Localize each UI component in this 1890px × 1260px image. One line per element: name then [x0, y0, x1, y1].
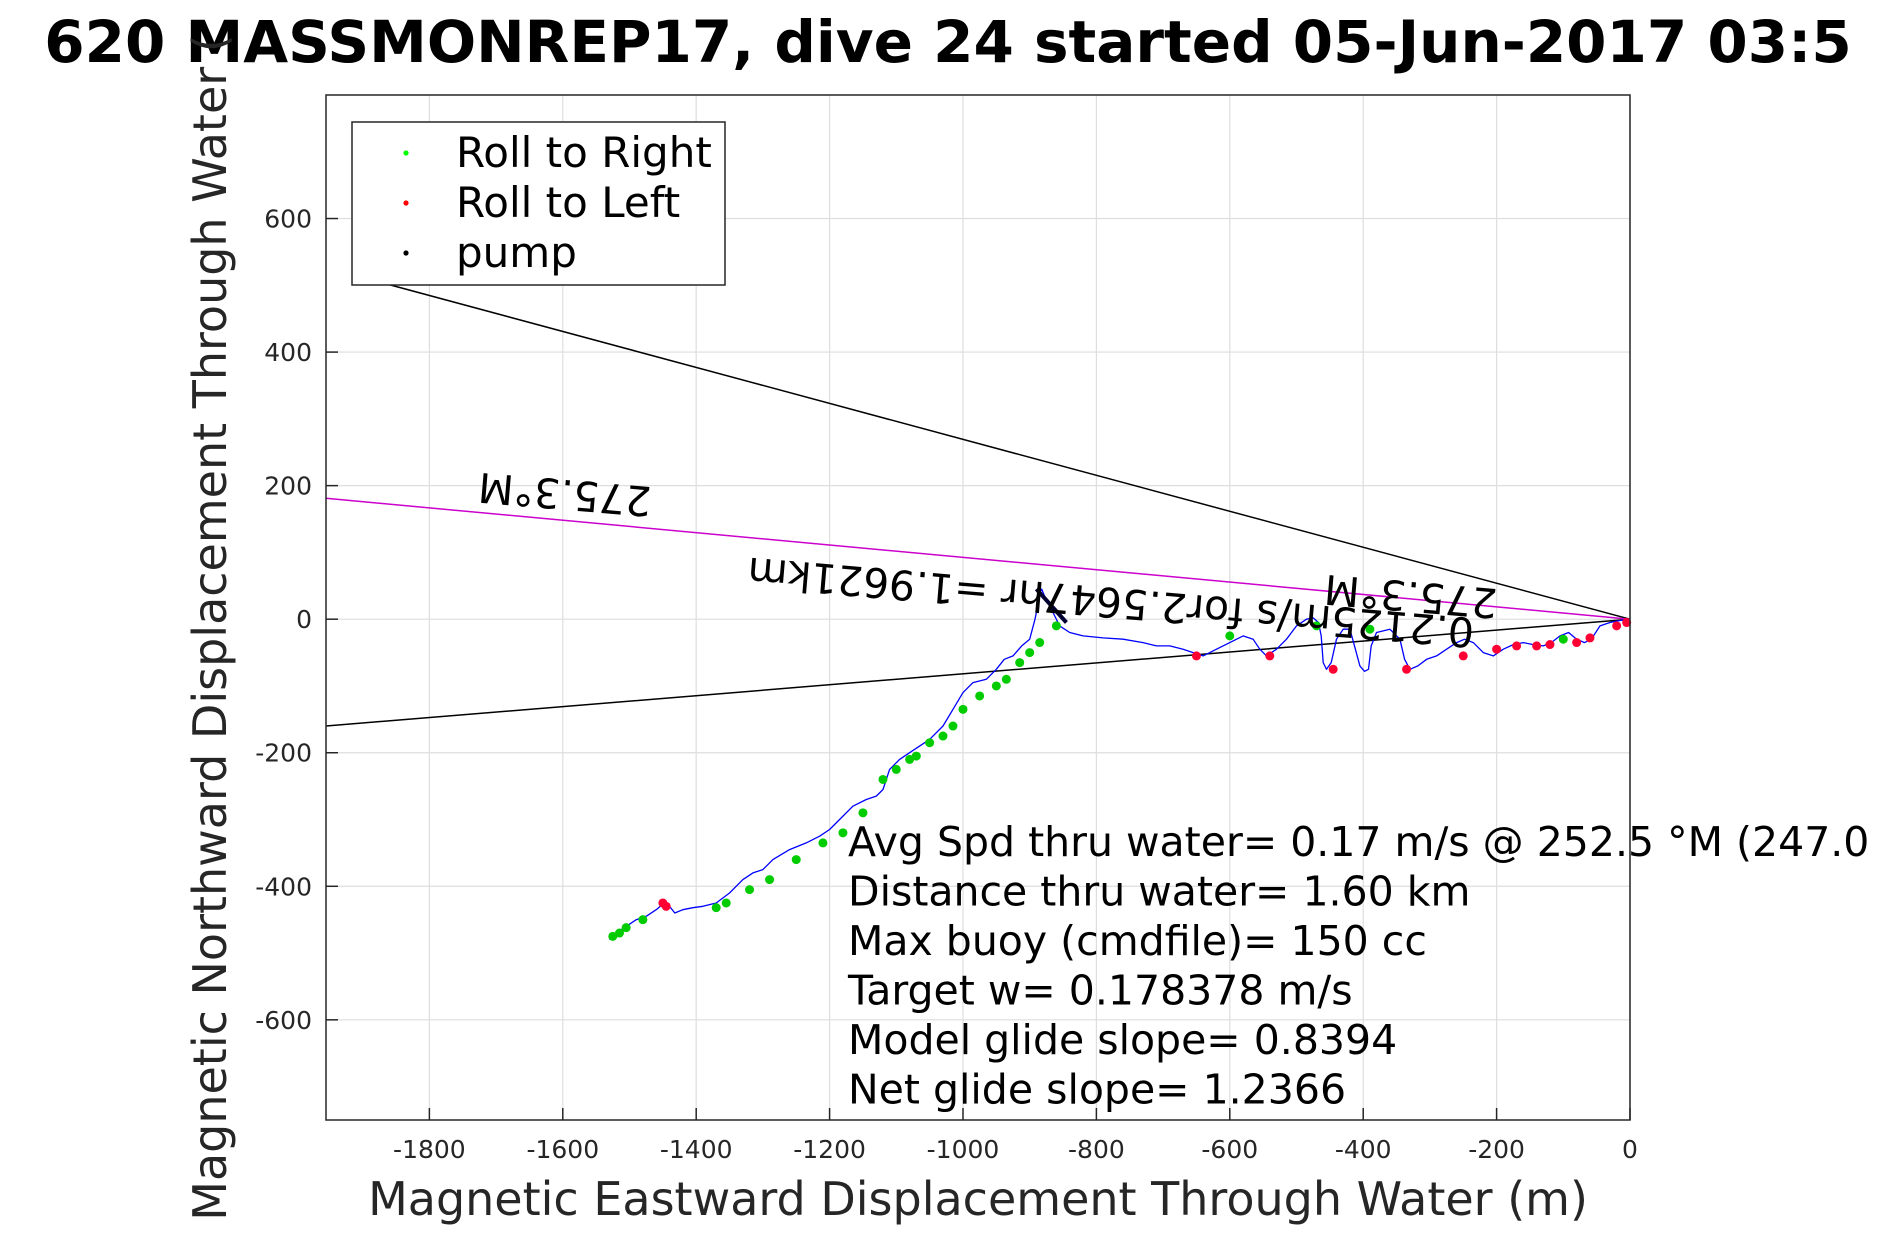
legend-marker: [403, 250, 409, 256]
roll-right-point: [858, 808, 868, 818]
glider-track: [609, 587, 1631, 941]
roll-left-point: [1328, 664, 1338, 674]
legend-marker: [403, 150, 409, 156]
roll-right-point: [721, 898, 731, 908]
roll-left-point: [1545, 640, 1555, 650]
y-tick-label: -400: [255, 872, 312, 901]
y-tick-label: 0: [296, 605, 312, 634]
roll-right-point: [1558, 634, 1568, 644]
roll-right-point: [975, 691, 985, 701]
y-tick-label: 600: [264, 205, 312, 234]
y-tick-label: 400: [264, 338, 312, 367]
cone-upper-line: [379, 281, 1631, 620]
roll-right-point: [958, 704, 968, 714]
roll-right-point: [911, 751, 921, 761]
roll-right-point: [1365, 624, 1375, 634]
roll-right-point: [1035, 638, 1045, 648]
track-line: [609, 588, 1631, 941]
y-tick-label: -200: [255, 739, 312, 768]
roll-left-point: [1512, 641, 1522, 651]
roll-right-point: [745, 885, 755, 895]
roll-left-point: [1612, 621, 1622, 631]
legend-label: pump: [456, 228, 577, 277]
roll-left-point: [1402, 664, 1412, 674]
x-axis-label: Magnetic Eastward Displacement Through W…: [368, 1172, 1588, 1226]
x-tick-label: -800: [1068, 1135, 1125, 1164]
x-tick-label: -1200: [793, 1135, 866, 1164]
roll-right-point: [948, 721, 958, 731]
x-tick-label: -600: [1201, 1135, 1258, 1164]
roll-left-point: [661, 901, 671, 911]
roll-right-point: [878, 774, 888, 784]
roll-markers: [608, 618, 1632, 941]
roll-right-point: [791, 855, 801, 865]
roll-right-point: [925, 738, 935, 748]
roll-left-point: [1532, 641, 1542, 651]
stats-line: Net glide slope= 1.2366: [848, 1066, 1346, 1114]
roll-right-point: [638, 915, 648, 925]
stats-line: Target w= 0.178378 m/s: [847, 967, 1353, 1015]
roll-right-point: [938, 731, 948, 741]
axis-ticks: -1800 -1600 -1400 -1200 -1000 -800 -600 -400 -20…: [255, 205, 1638, 1164]
roll-right-point: [614, 928, 624, 938]
pump-segment: [1034, 587, 1068, 624]
legend-label: Roll to Left: [456, 178, 680, 227]
stats-line: Model glide slope= 0.8394: [848, 1016, 1397, 1064]
roll-right-point: [1015, 658, 1025, 668]
cone-lower-line: [325, 618, 1631, 727]
x-tick-label: 0: [1622, 1135, 1638, 1164]
heading-label-left: 275.3°M: [476, 463, 653, 525]
x-tick-label: -1000: [927, 1135, 1000, 1164]
heading-cone: [325, 281, 1631, 727]
grid: [326, 95, 1631, 1120]
roll-right-point: [711, 903, 721, 913]
heading-line: [325, 497, 1631, 620]
roll-right-point: [991, 681, 1001, 691]
y-tick-label: 200: [264, 472, 312, 501]
roll-left-point: [1458, 651, 1468, 661]
stats-line: Distance thru water= 1.60 km: [848, 868, 1470, 916]
roll-left-point: [1585, 633, 1595, 643]
plot-frame: [325, 94, 1631, 1121]
chart-title: 620 MASSMONREP17, dive 24 started 05-Jun…: [44, 8, 1851, 76]
x-tick-label: -400: [1335, 1135, 1392, 1164]
stats-line: Avg Spd thru water= 0.17 m/s @ 252.5 °M …: [848, 818, 1869, 866]
legend-label: Roll to Right: [456, 128, 712, 177]
roll-left-point: [1622, 618, 1632, 628]
stats-line: Max buoy (cmdfile)= 150 cc: [848, 917, 1427, 965]
roll-right-point: [1001, 674, 1011, 684]
y-tick-label: -600: [255, 1006, 312, 1035]
legend-box: [351, 121, 726, 286]
roll-right-point: [608, 931, 618, 941]
x-tick-label: -1400: [660, 1135, 733, 1164]
roll-right-point: [891, 764, 901, 774]
roll-left-point: [1265, 651, 1275, 661]
roll-right-point: [621, 923, 631, 933]
x-tick-label: -1800: [393, 1135, 466, 1164]
roll-right-point: [765, 875, 775, 885]
x-tick-label: -200: [1468, 1135, 1525, 1164]
x-tick-label: -1600: [526, 1135, 599, 1164]
roll-left-point: [1191, 651, 1201, 661]
roll-right-point: [1051, 621, 1061, 631]
roll-right-point: [818, 838, 828, 848]
legend-marker: [403, 200, 409, 206]
roll-right-point: [1225, 631, 1235, 641]
speed-distance-label: 0.2125m/s for2.5647hr =1.9621km: [746, 548, 1476, 657]
y-axis-label: Magnetic Northward Displacement Through …: [183, 34, 237, 1220]
roll-left-point: [1572, 638, 1582, 648]
roll-right-point: [1025, 648, 1035, 658]
roll-left-point: [1492, 644, 1502, 654]
roll-right-point: [1312, 621, 1322, 631]
roll-right-point: [838, 828, 848, 838]
roll-right-point: [905, 754, 915, 764]
